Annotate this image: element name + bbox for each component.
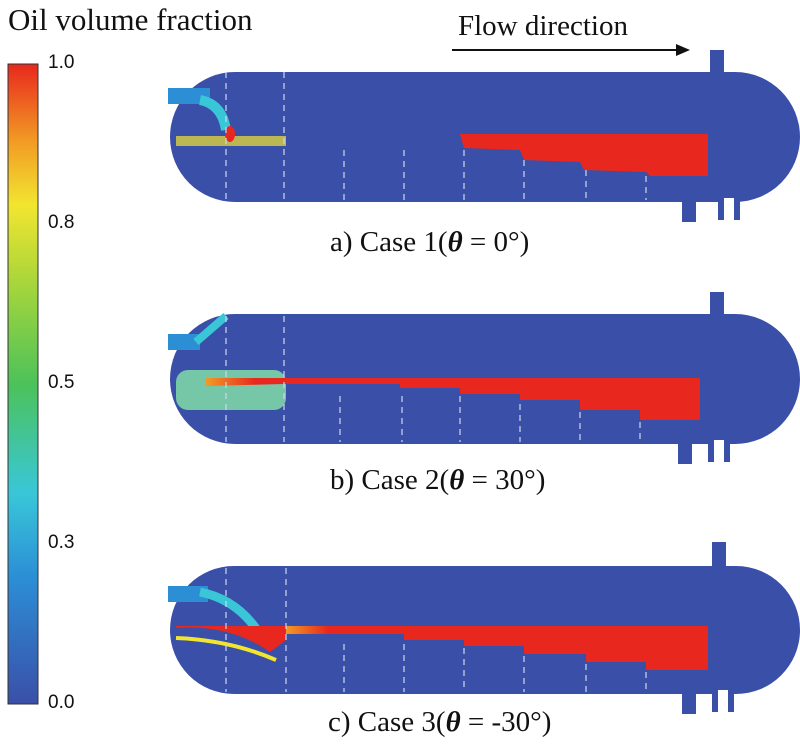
colorbar-tick: 1.0 — [48, 52, 75, 73]
flow-direction-label: Flow direction — [458, 10, 628, 42]
colorbar — [7, 63, 39, 705]
colorbar-title: Oil volume fraction — [8, 2, 253, 37]
vessel-case-1 — [168, 50, 800, 222]
vessel-case-2 — [168, 292, 800, 464]
caption-case-2: b) Case 2(θ = 30°) — [330, 464, 546, 496]
colorbar-tick: 0.0 — [48, 692, 75, 713]
colorbar-tick: 0.5 — [48, 372, 75, 393]
flow-arrow — [452, 44, 690, 56]
caption-case-1: a) Case 1(θ = 0°) — [330, 226, 530, 258]
colorbar-tick: 0.8 — [48, 212, 75, 233]
vessel-case-3 — [168, 542, 800, 714]
caption-case-3: c) Case 3(θ = -30°) — [328, 706, 552, 738]
colorbar-tick: 0.3 — [48, 532, 75, 553]
